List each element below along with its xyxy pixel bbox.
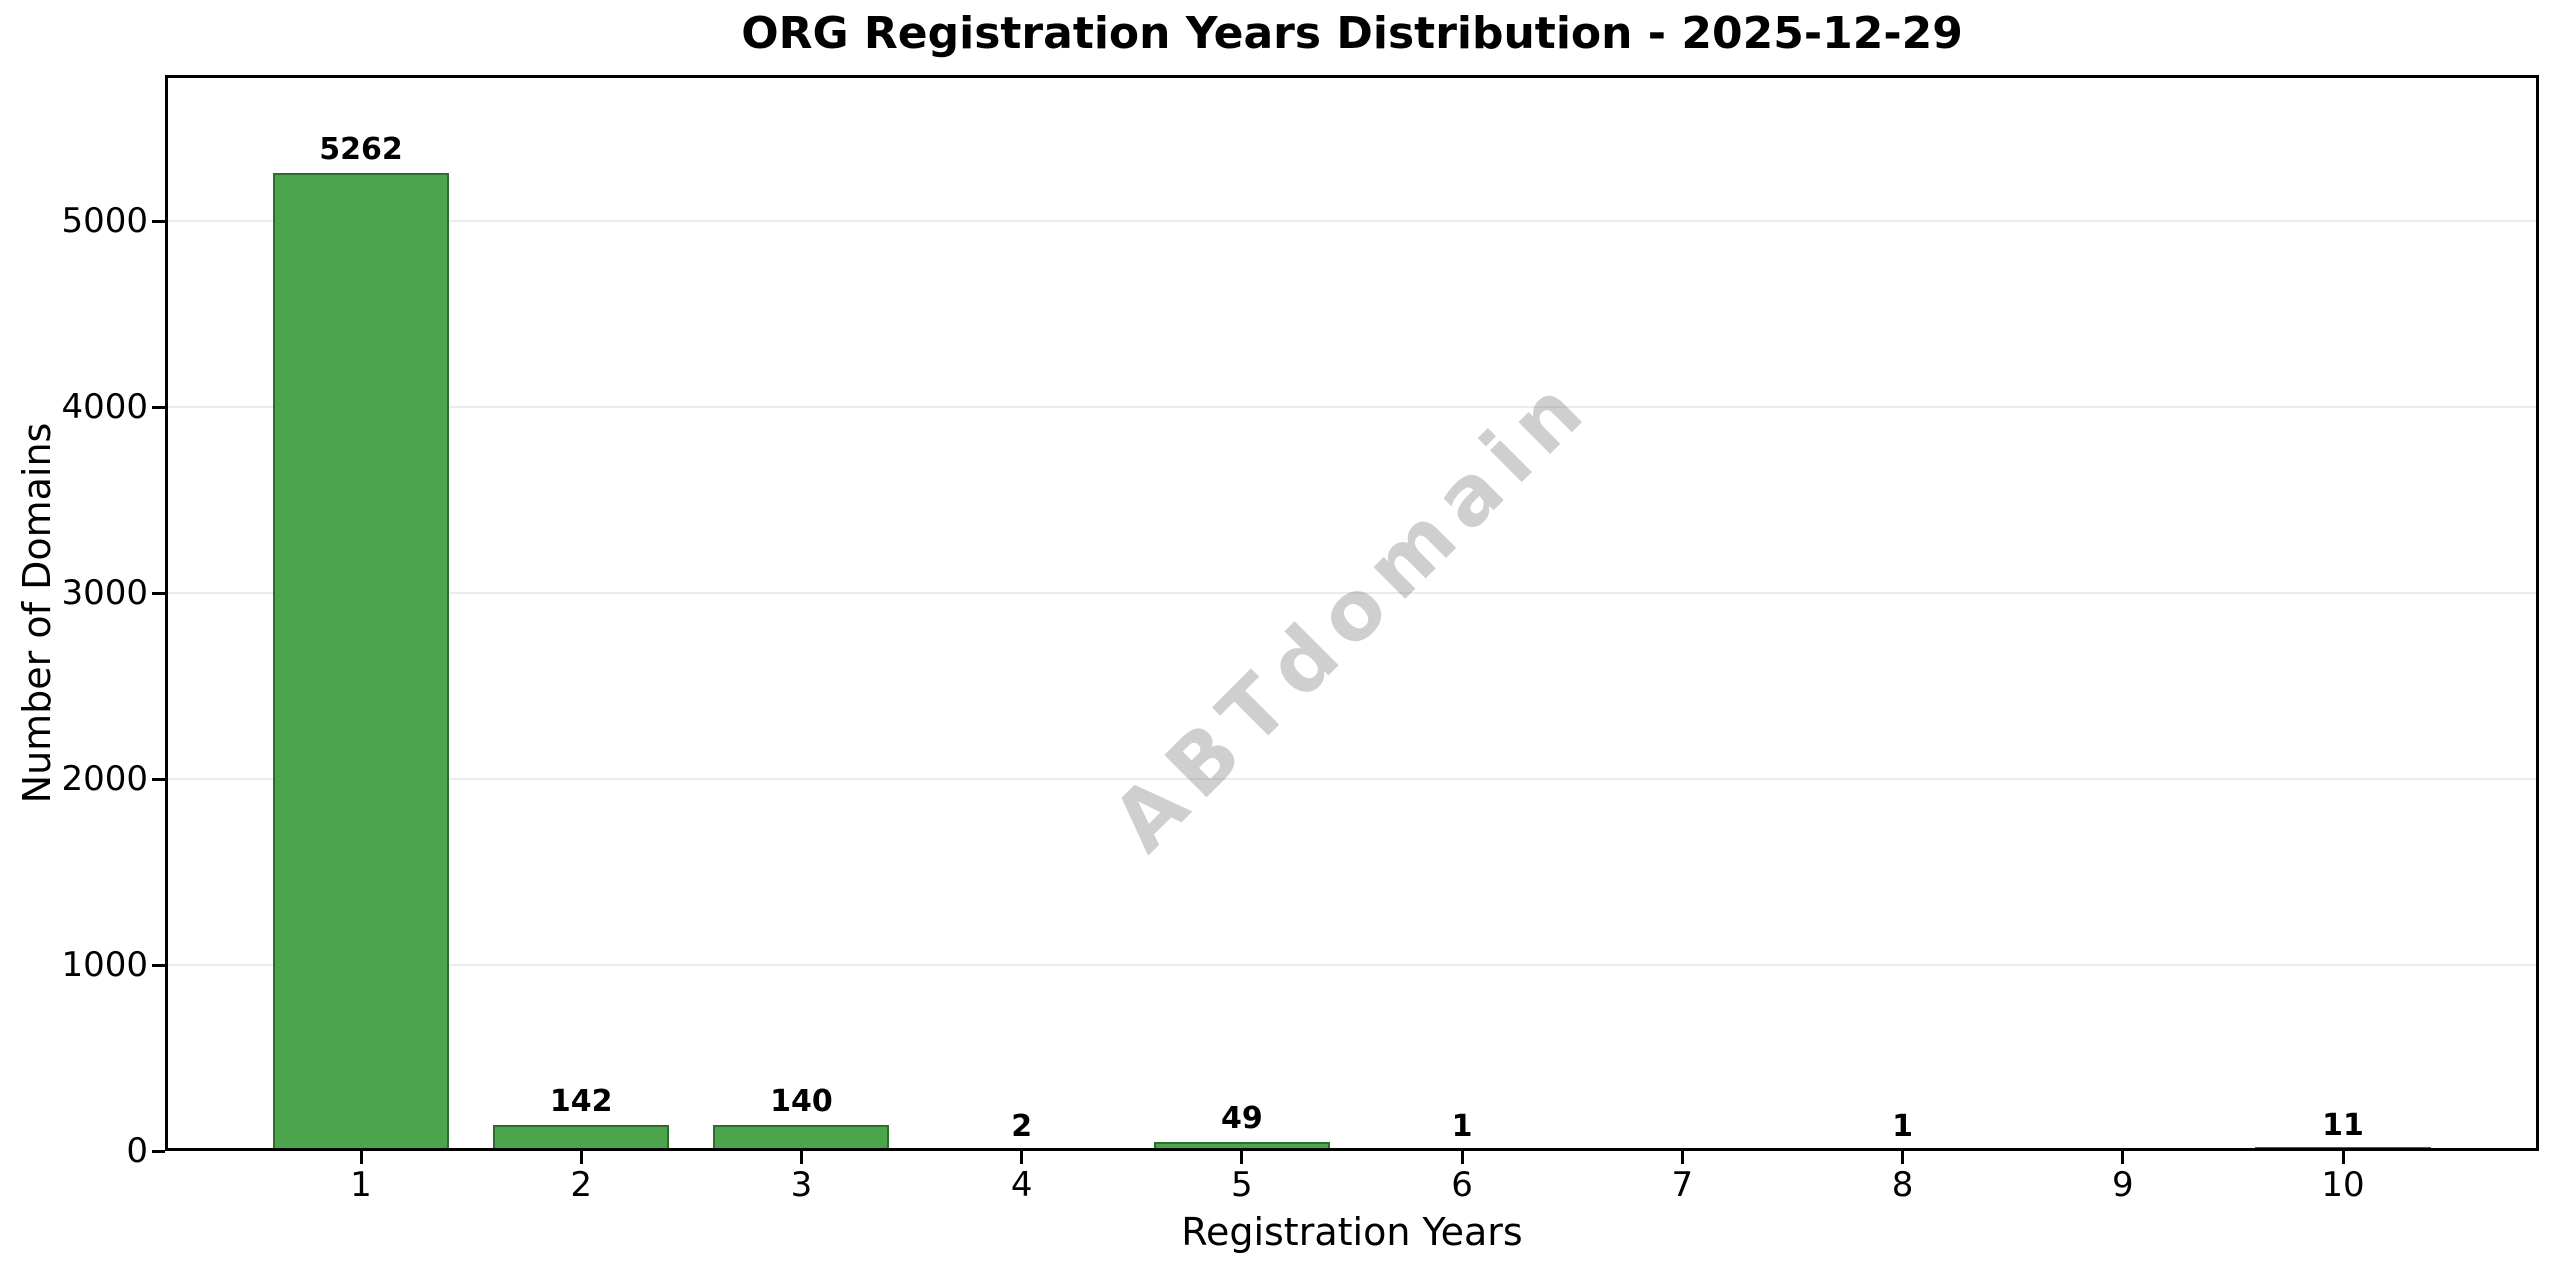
bar — [1814, 1148, 1991, 1151]
plot-frame — [165, 75, 2539, 1151]
gridline — [165, 964, 2539, 967]
y-tick-label: 3000 — [61, 573, 148, 614]
bar — [493, 1124, 670, 1151]
x-axis-tick — [1460, 1151, 1464, 1164]
x-tick-label: 7 — [1671, 1165, 1694, 1205]
gridline — [165, 778, 2539, 781]
x-axis-tick — [1901, 1151, 1905, 1164]
x-axis-tick — [799, 1151, 803, 1164]
gridline — [165, 406, 2539, 409]
bar — [1153, 1141, 1330, 1151]
x-tick-label: 3 — [790, 1165, 813, 1205]
y-tick-label: 1000 — [61, 945, 148, 986]
bar-value-label: 142 — [549, 1083, 613, 1119]
y-tick-label: 2000 — [61, 759, 148, 800]
bar — [713, 1124, 890, 1151]
y-tick-label: 0 — [126, 1131, 148, 1171]
y-axis-tick — [152, 405, 165, 409]
y-tick-label: 5000 — [61, 201, 148, 242]
bar-value-label: 1 — [1892, 1108, 1913, 1144]
y-axis-tick — [152, 963, 165, 967]
x-tick-label: 6 — [1451, 1165, 1473, 1205]
y-axis-label: Number of Domains — [15, 422, 59, 804]
bar — [273, 172, 449, 1151]
x-tick-label: 9 — [2111, 1165, 2134, 1205]
bar-value-label: 5262 — [319, 131, 403, 167]
x-axis-tick — [359, 1151, 363, 1164]
gridline — [165, 220, 2539, 223]
bar-value-label: 140 — [770, 1083, 833, 1119]
y-tick-label: 4000 — [61, 387, 148, 428]
bar — [1374, 1148, 1551, 1151]
y-axis-tick — [152, 1149, 165, 1153]
y-axis-tick — [152, 777, 165, 781]
watermark: ABTdomain — [1094, 355, 1610, 871]
x-axis-tick — [579, 1151, 583, 1164]
x-axis-tick — [2121, 1151, 2125, 1164]
chart-title: ORG Registration Years Distribution - 20… — [741, 8, 1963, 59]
x-axis-tick — [2341, 1151, 2345, 1164]
gridline — [165, 592, 2539, 595]
bar — [933, 1148, 1110, 1151]
bar-value-label: 11 — [2322, 1107, 2364, 1143]
x-tick-label: 1 — [350, 1165, 372, 1205]
y-axis-tick — [152, 591, 165, 595]
plot-area: ABTdomain 5262 142 140 2 49 1 1 11 — [165, 75, 2539, 1151]
x-tick-label: 5 — [1231, 1165, 1253, 1205]
bar — [2255, 1147, 2431, 1151]
x-axis-tick — [1680, 1151, 1684, 1164]
x-tick-label: 8 — [1891, 1165, 1914, 1205]
x-tick-label: 4 — [1010, 1165, 1033, 1205]
bar-value-label: 49 — [1221, 1100, 1263, 1136]
y-axis-tick — [152, 219, 165, 223]
x-axis-tick — [1020, 1151, 1024, 1164]
x-tick-label: 10 — [2321, 1165, 2365, 1205]
x-axis-tick — [1240, 1151, 1244, 1164]
bar-value-label: 1 — [1451, 1108, 1473, 1144]
x-axis-label: Registration Years — [1181, 1210, 1523, 1254]
bar-value-label: 2 — [1011, 1108, 1033, 1144]
x-tick-label: 2 — [570, 1165, 593, 1205]
